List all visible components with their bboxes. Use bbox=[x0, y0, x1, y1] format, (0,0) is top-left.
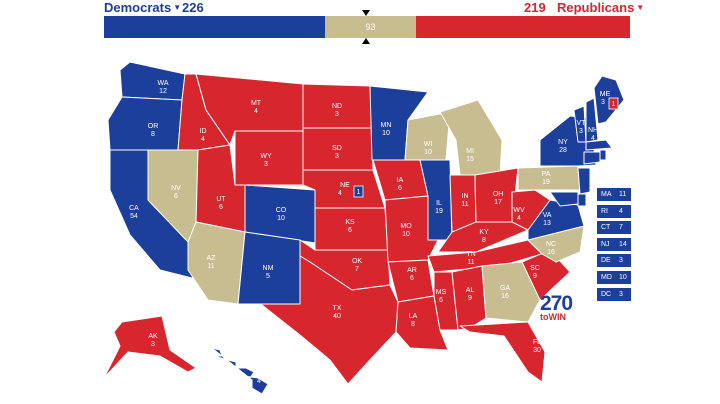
state-az[interactable] bbox=[187, 221, 246, 305]
ne-district-box[interactable] bbox=[353, 185, 364, 198]
label-ok: OK 7 bbox=[352, 258, 362, 273]
label-id: ID 4 bbox=[200, 128, 207, 143]
label-in: IN 11 bbox=[461, 193, 468, 208]
state-nj[interactable] bbox=[577, 167, 591, 195]
label-wy: WY 3 bbox=[260, 153, 272, 168]
state-nh[interactable] bbox=[585, 97, 599, 143]
republicans-label: Republicans bbox=[557, 0, 635, 15]
label-il: IL 19 bbox=[435, 200, 443, 215]
label-nd: ND 3 bbox=[332, 103, 342, 118]
label-ca: CA 54 bbox=[129, 205, 139, 220]
label-wi: WI 10 bbox=[424, 141, 433, 156]
label-sc: SC 9 bbox=[530, 265, 540, 280]
label-mi: MI 15 bbox=[466, 148, 474, 163]
label-ia: IA 6 bbox=[397, 177, 404, 192]
tossup-total: 93 bbox=[365, 22, 376, 32]
republicans-dropdown[interactable]: Republicans ▼ bbox=[557, 1, 644, 15]
logo-number: 270 bbox=[540, 292, 573, 315]
democrats-bar bbox=[104, 16, 325, 38]
label-mt: MT 4 bbox=[251, 100, 262, 115]
state-il[interactable] bbox=[419, 159, 453, 241]
republicans-total: 219 bbox=[524, 0, 546, 15]
label-ar: AR 6 bbox=[407, 267, 417, 282]
state-ma[interactable] bbox=[585, 139, 613, 151]
state-md[interactable] bbox=[549, 191, 579, 207]
me-district-ev: 1 bbox=[612, 101, 616, 108]
270towin-logo[interactable]: 270 toWIN bbox=[540, 292, 573, 322]
chevron-down-icon: ▼ bbox=[636, 3, 645, 12]
small-state-nj[interactable]: NJ 14 bbox=[597, 238, 631, 251]
state-or[interactable] bbox=[107, 96, 183, 151]
label-hi: HI 4 bbox=[256, 370, 263, 385]
democrats-dropdown[interactable]: Democrats ▼ bbox=[104, 1, 181, 15]
label-fl: FL 30 bbox=[533, 339, 541, 354]
label-me: ME 3 bbox=[600, 91, 611, 106]
state-tx[interactable] bbox=[237, 255, 399, 385]
label-vt: VT 3 bbox=[577, 120, 587, 135]
logo-tagline: toWIN bbox=[540, 312, 566, 322]
label-ms: MS 6 bbox=[436, 289, 447, 304]
state-ga[interactable] bbox=[481, 261, 541, 323]
label-co: CO 10 bbox=[276, 207, 287, 222]
label-nv: NV 6 bbox=[171, 185, 181, 200]
label-tn: TN 11 bbox=[466, 251, 475, 266]
state-ri[interactable] bbox=[599, 149, 607, 161]
small-state-ct[interactable]: CT 7 bbox=[597, 221, 631, 234]
state-wa[interactable] bbox=[119, 61, 186, 101]
label-sd: SD 3 bbox=[332, 145, 342, 160]
state-fl[interactable] bbox=[459, 321, 546, 383]
small-state-ri[interactable]: RI 4 bbox=[597, 205, 631, 218]
label-ne: NE 4 bbox=[338, 182, 350, 197]
state-ct[interactable] bbox=[583, 151, 601, 165]
label-nm: NM 5 bbox=[263, 265, 274, 280]
state-ak[interactable] bbox=[103, 315, 197, 379]
tally-header: Democrats ▼ 226 219 Republicans ▼ bbox=[0, 0, 720, 16]
label-wv: WV 4 bbox=[513, 207, 525, 222]
chevron-down-icon: ▼ bbox=[173, 3, 182, 12]
me-district-box[interactable] bbox=[608, 97, 619, 110]
label-nh: NH 4 bbox=[588, 127, 598, 142]
state-hi[interactable] bbox=[211, 347, 269, 395]
republicans-bar bbox=[416, 16, 630, 38]
270-marker-top-icon bbox=[362, 10, 370, 16]
label-ga: GA 16 bbox=[500, 285, 510, 300]
state-pa[interactable] bbox=[517, 165, 583, 191]
270-marker-bottom-icon bbox=[362, 38, 370, 44]
state-ne[interactable] bbox=[302, 169, 386, 209]
small-state-ma[interactable]: MA 11 bbox=[597, 188, 631, 201]
state-sc[interactable] bbox=[521, 249, 571, 301]
label-al: AL 9 bbox=[466, 287, 475, 302]
label-ak: AK 3 bbox=[148, 333, 158, 348]
label-tx: TX 40 bbox=[333, 305, 342, 320]
label-mn: MN 10 bbox=[381, 122, 392, 137]
label-ny: NY 28 bbox=[558, 139, 568, 154]
label-oh: OH 17 bbox=[493, 191, 504, 206]
state-de[interactable] bbox=[577, 193, 587, 207]
label-ut: UT 6 bbox=[216, 196, 226, 211]
label-mo: MO 10 bbox=[400, 223, 412, 238]
label-or: OR 8 bbox=[148, 123, 159, 138]
state-mo[interactable] bbox=[384, 195, 439, 263]
label-la: LA 8 bbox=[409, 313, 418, 328]
ne-district-ev: 1 bbox=[357, 189, 361, 196]
small-state-md[interactable]: MD 10 bbox=[597, 271, 631, 284]
democrats-total: 226 bbox=[182, 0, 204, 15]
state-al[interactable] bbox=[451, 265, 487, 331]
label-wa: WA 12 bbox=[157, 80, 168, 95]
democrats-label: Democrats bbox=[104, 0, 172, 15]
small-state-de[interactable]: DE 3 bbox=[597, 254, 631, 267]
label-ky: KY 8 bbox=[479, 229, 489, 244]
tossup-bar bbox=[325, 16, 416, 38]
label-nc: NC 16 bbox=[546, 241, 556, 256]
label-az: AZ 11 bbox=[207, 255, 217, 270]
label-ks: KS 6 bbox=[345, 219, 355, 234]
state-ms[interactable] bbox=[433, 271, 459, 331]
label-va: VA 13 bbox=[543, 212, 552, 227]
small-state-dc[interactable]: DC 3 bbox=[597, 288, 631, 301]
label-pa: PA 19 bbox=[542, 171, 551, 186]
